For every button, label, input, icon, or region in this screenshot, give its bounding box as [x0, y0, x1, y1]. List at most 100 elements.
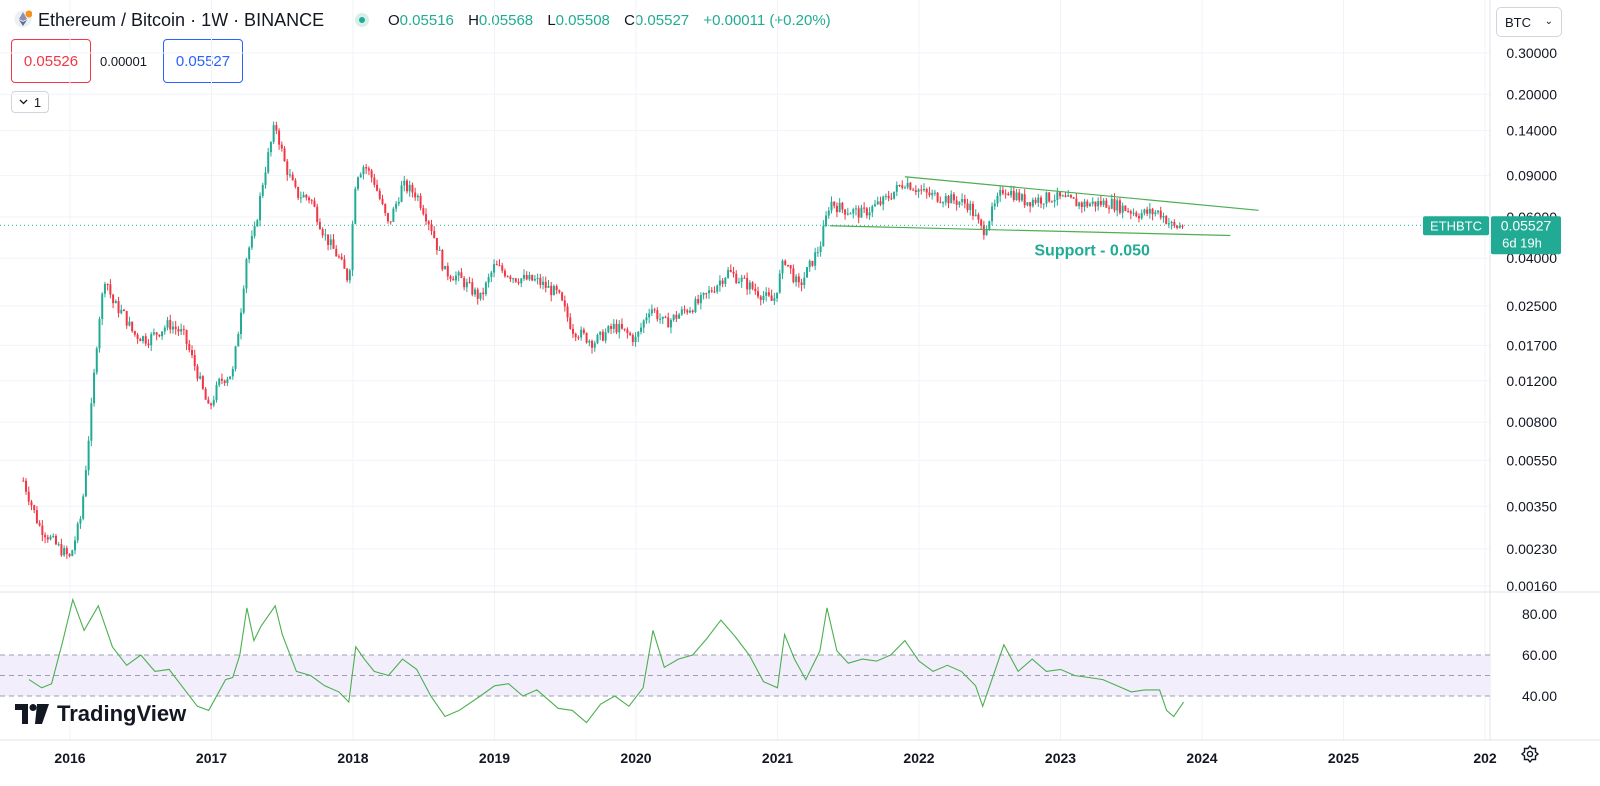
- candle: [947, 196, 950, 204]
- currency-select[interactable]: BTC ⌄: [1496, 7, 1562, 37]
- candle: [158, 334, 161, 337]
- tradingview-logo[interactable]: TradingView: [15, 701, 186, 727]
- sell-price-button[interactable]: 0.05526: [11, 39, 91, 83]
- candle: [1007, 193, 1010, 196]
- candle: [155, 332, 158, 335]
- candle: [743, 277, 746, 279]
- candle: [901, 185, 904, 188]
- candle: [446, 265, 449, 277]
- candle: [933, 192, 936, 194]
- time-axis-label: 2018: [337, 750, 368, 766]
- candle: [68, 554, 71, 557]
- buy-price-button[interactable]: 0.05527: [163, 39, 243, 83]
- candle: [171, 326, 174, 330]
- candle: [550, 285, 553, 296]
- price-axis-label: 0.00350: [1506, 498, 1557, 514]
- candle: [250, 236, 253, 248]
- candle: [239, 312, 242, 335]
- candle: [182, 329, 185, 331]
- candle: [830, 201, 833, 211]
- price-axis-label: 0.00800: [1506, 414, 1557, 430]
- ohlc-high-label: H: [468, 12, 479, 29]
- candle: [811, 260, 814, 266]
- candle: [705, 293, 708, 295]
- ohlc-close-label: C: [624, 12, 635, 29]
- candle: [1105, 200, 1108, 208]
- candle: [150, 334, 153, 346]
- candle: [1157, 210, 1160, 213]
- trendline-resistance[interactable]: [904, 176, 1259, 211]
- trendline-support[interactable]: [829, 225, 1231, 237]
- candle: [44, 535, 47, 538]
- candle: [629, 333, 632, 335]
- candle: [297, 187, 300, 198]
- candle: [25, 480, 28, 492]
- candle: [982, 225, 985, 236]
- candle: [207, 399, 210, 404]
- candle: [822, 225, 825, 247]
- candle: [808, 260, 811, 268]
- candle: [386, 213, 389, 222]
- candle: [493, 264, 496, 273]
- candle: [748, 282, 751, 290]
- candle: [797, 276, 800, 283]
- candle: [1178, 225, 1181, 228]
- candle: [237, 334, 240, 347]
- candle: [566, 306, 569, 318]
- rsi-axis-label: 40.00: [1522, 688, 1557, 704]
- indicators-count: 1: [33, 94, 42, 110]
- candle: [191, 349, 194, 356]
- candle: [310, 200, 313, 202]
- candle: [708, 290, 711, 294]
- candle: [112, 294, 115, 304]
- candle: [699, 295, 702, 304]
- ohlc-low-label: L: [547, 12, 556, 29]
- candle: [220, 378, 223, 381]
- candle: [430, 224, 433, 232]
- candle: [84, 470, 87, 497]
- candle: [574, 333, 577, 338]
- candle: [917, 189, 920, 192]
- candle: [484, 282, 487, 295]
- symbol-title[interactable]: Ethereum / Bitcoin · 1W · BINANCE: [38, 10, 325, 30]
- candle: [770, 295, 773, 301]
- candle: [1102, 200, 1105, 205]
- candle: [1151, 208, 1154, 215]
- price-axis-label: 0.30000: [1506, 45, 1557, 61]
- settings-gear-icon[interactable]: [1520, 744, 1540, 764]
- candle: [961, 199, 964, 202]
- candle: [452, 278, 455, 281]
- candle: [503, 270, 506, 277]
- candle: [528, 274, 531, 280]
- candle: [555, 286, 558, 291]
- candle: [1072, 197, 1075, 199]
- candle: [425, 214, 428, 222]
- candle: [906, 182, 909, 188]
- candle: [253, 226, 256, 237]
- candle: [966, 203, 969, 210]
- candles: [22, 121, 1184, 559]
- candle: [1001, 190, 1004, 194]
- candle: [846, 213, 849, 215]
- candle: [35, 510, 38, 524]
- indicators-toggle-button[interactable]: 1: [11, 91, 49, 113]
- rsi-axis-label: 80.00: [1522, 606, 1557, 622]
- market-status-icon[interactable]: [355, 13, 369, 27]
- candle: [1059, 192, 1062, 197]
- candle: [735, 273, 738, 284]
- price-axis-label: 0.00230: [1506, 541, 1557, 557]
- candle: [479, 292, 482, 299]
- candle: [993, 203, 996, 207]
- candle: [120, 309, 123, 314]
- candle: [1053, 199, 1056, 202]
- candle: [950, 194, 953, 204]
- candle: [1159, 210, 1162, 218]
- candle: [1048, 192, 1051, 202]
- candle: [405, 180, 408, 192]
- candle: [193, 355, 196, 367]
- candle: [278, 130, 281, 145]
- candle: [1099, 201, 1102, 205]
- candle: [1173, 221, 1176, 226]
- candle: [691, 310, 694, 313]
